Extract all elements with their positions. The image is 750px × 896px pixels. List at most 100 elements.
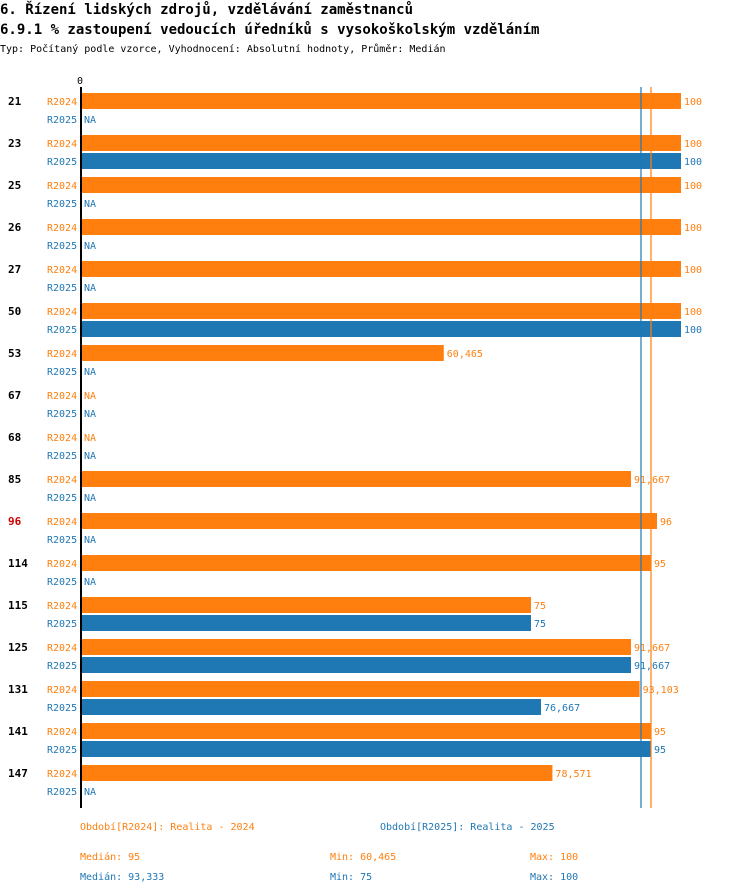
category-label: 115 [8,599,28,612]
series-label: R2025 [47,283,77,294]
series-label: R2024 [47,559,77,570]
series-label: R2024 [47,517,77,528]
category-label: 131 [8,683,28,696]
indicator-title: 6.9.1 % zastoupení vedoucích úředníků s … [0,22,540,38]
bar-r2024 [81,513,657,529]
series-label: R2025 [47,409,77,420]
series-label: R2025 [47,703,77,714]
series-label: R2025 [47,325,77,336]
series-label: R2024 [47,643,77,654]
data-label: 100 [684,157,702,168]
median-r2024: Medián: 95 [80,852,141,863]
data-label: NA [84,433,96,444]
data-label: 91,667 [634,643,670,654]
series-label: R2025 [47,535,77,546]
series-label: R2024 [47,685,77,696]
data-label: 95 [654,745,666,756]
data-label: NA [84,241,96,252]
data-label: 100 [684,223,702,234]
data-label: NA [84,367,96,378]
data-label: 95 [654,727,666,738]
data-label: 100 [684,325,702,336]
bar-r2024 [81,261,681,277]
data-label: 91,667 [634,475,670,486]
data-label: NA [84,391,96,402]
bar-r2024 [81,93,681,109]
series-label: R2024 [47,433,77,444]
category-label: 85 [8,473,21,486]
series-label: R2025 [47,661,77,672]
data-label: 76,667 [544,703,580,714]
data-label: NA [84,493,96,504]
category-label: 68 [8,431,21,444]
category-label: 21 [8,95,22,108]
bar-r2024 [81,345,444,361]
bar-r2024 [81,135,681,151]
category-label: 53 [8,347,21,360]
series-label: R2025 [47,745,77,756]
legend-r2024: Období[R2024]: Realita - 2024 [80,822,255,833]
series-label: R2024 [47,265,77,276]
data-label: 100 [684,97,702,108]
bar-r2024 [81,471,632,487]
bar-r2025 [81,615,531,631]
series-label: R2025 [47,787,77,798]
min-r2025: Min: 75 [330,872,373,883]
series-label: R2024 [47,223,77,234]
category-label: 23 [8,137,21,150]
section-title: 6. Řízení lidských zdrojů, vzdělávání za… [0,2,414,18]
series-label: R2024 [47,307,77,318]
series-label: R2024 [47,727,77,738]
category-label: 25 [8,179,21,192]
bar-r2024 [81,765,553,781]
bar-r2024 [81,681,640,697]
bar-r2024 [81,597,531,613]
bar-r2024 [81,303,681,319]
series-label: R2024 [47,475,77,486]
data-label: 95 [654,559,666,570]
category-label: 26 [8,221,22,234]
data-label: NA [84,577,96,588]
category-label: 147 [8,767,28,780]
category-label: 141 [8,725,28,738]
bar-r2024 [81,177,681,193]
bar-r2024 [81,723,651,739]
data-label: 91,667 [634,661,670,672]
series-label: R2025 [47,157,77,168]
category-label: 50 [8,305,21,318]
bar-r2025 [81,699,542,715]
data-label: 75 [534,619,546,630]
series-label: R2025 [47,451,77,462]
bar-r2024 [81,639,632,655]
series-label: R2025 [47,199,77,210]
data-label: 78,571 [555,769,591,780]
bar-r2024 [81,555,651,571]
legend-r2025: Období[R2025]: Realita - 2025 [380,822,555,833]
series-label: R2024 [47,601,77,612]
data-label: 96 [660,517,672,528]
data-label: NA [84,115,96,126]
series-label: R2025 [47,241,77,252]
series-label: R2025 [47,367,77,378]
data-label: 100 [684,181,702,192]
series-label: R2025 [47,619,77,630]
series-label: R2024 [47,181,77,192]
data-label: 100 [684,265,702,276]
bar-r2025 [81,741,651,757]
bar-r2025 [81,321,681,337]
data-label: NA [84,283,96,294]
category-label: 114 [8,557,28,570]
max-r2024: Max: 100 [530,852,579,863]
series-label: R2024 [47,139,77,150]
data-label: 100 [684,139,702,150]
data-label: 93,103 [643,685,679,696]
category-label: 125 [8,641,28,654]
bar-r2025 [81,153,681,169]
series-label: R2025 [47,577,77,588]
data-label: 60,465 [447,349,483,360]
min-r2024: Min: 60,465 [330,852,397,863]
series-label: R2024 [47,97,77,108]
series-label: R2025 [47,493,77,504]
max-r2025: Max: 100 [530,872,579,883]
